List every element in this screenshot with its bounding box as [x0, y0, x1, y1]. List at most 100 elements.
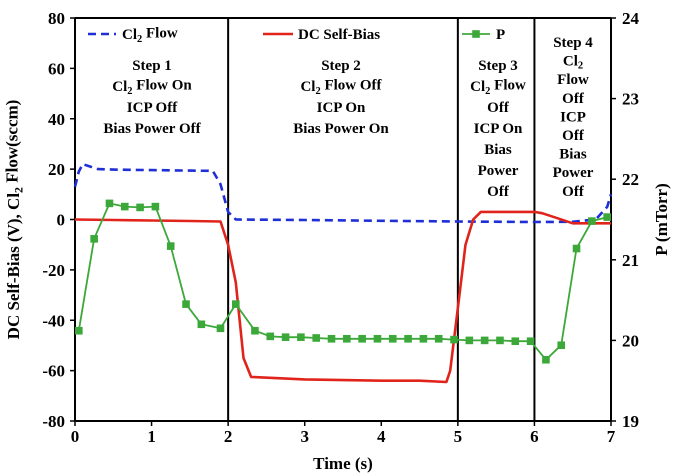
data-point-marker [557, 341, 566, 350]
data-point-marker [480, 336, 489, 345]
data-point-marker [232, 300, 240, 308]
step-annotation-line: Flow [557, 72, 589, 88]
data-point-marker [297, 333, 305, 341]
step-annotation-line: Cl2​ [563, 54, 583, 72]
y-left-tick-label: 60 [48, 59, 65, 78]
x-tick-label: 2 [224, 427, 233, 446]
step-annotation-line: Off [562, 91, 585, 107]
step-annotation-line: Cl2​ Flow Off [300, 78, 382, 97]
y-left-tick-label: -20 [42, 261, 65, 280]
step-annotation-line: ICP On [474, 121, 523, 137]
data-point-marker [197, 320, 206, 329]
data-point-marker [511, 337, 520, 346]
step-annotation-line: Power [478, 163, 519, 179]
data-point-marker [358, 334, 366, 343]
data-point-marker [327, 334, 336, 343]
data-point-marker [105, 199, 114, 208]
step-divider-lines [227, 18, 536, 421]
data-point-marker [251, 326, 259, 335]
x-axis-ticks: 0 1 2 3 4 5 6 7 [71, 421, 616, 446]
data-point-marker [266, 332, 275, 341]
y-left-tick-label: -80 [42, 412, 65, 431]
step-annotation-line: Bias Power Off [103, 121, 201, 137]
series-line [73, 162, 613, 224]
x-tick-label: 5 [454, 427, 463, 446]
x-tick-label: 4 [377, 427, 386, 446]
series-line [74, 210, 611, 384]
step-annotation-line: Cl2​ Flow On [112, 78, 192, 97]
y-axis-left-title: DC Self-Bias (V), Cl2​ Flow(sccm) [3, 100, 26, 340]
step-annotation-line: ICP Off [127, 100, 178, 116]
data-point-marker [404, 334, 412, 343]
step-annotation-line: Step 2 [321, 58, 361, 74]
step-annotation-line: Step 4 [553, 35, 593, 51]
data-point-marker [136, 203, 144, 212]
y-right-tick-label: 24 [622, 9, 640, 28]
data-point-marker [465, 336, 474, 345]
y-left-tick-label: 40 [48, 110, 65, 129]
step-annotation-line: Off [562, 184, 585, 200]
y-right-tick-label: 19 [622, 412, 639, 431]
x-tick-label: 0 [71, 427, 80, 446]
data-point-marker [496, 336, 504, 345]
y-right-tick-label: 20 [622, 331, 639, 350]
data-point-marker [603, 213, 611, 221]
step-annotation-line: Bias Power On [293, 121, 389, 137]
y-axis-right-ticks: 19 20 21 22 23 24 [611, 9, 640, 431]
step-annotations: Step 1 Cl2​ Flow On ICP Off Bias Power Off S… [103, 35, 593, 200]
x-tick-label: 1 [147, 427, 156, 446]
x-tick-label: 6 [530, 427, 539, 446]
data-point-marker [526, 337, 535, 346]
data-point-marker [373, 334, 382, 343]
data-point-marker [434, 334, 443, 343]
step-annotation-line: Off [487, 100, 510, 116]
y-left-tick-label: -40 [42, 311, 65, 330]
step-annotation-line: Step 3 [478, 58, 518, 74]
y-left-tick-label: -60 [42, 362, 65, 381]
step-annotation-line: Bias [484, 142, 512, 158]
data-point-marker [281, 333, 290, 341]
legend-label: DC Self-Bias [298, 27, 380, 43]
legend-label: Cl2​ Flow [122, 26, 178, 45]
data-point-marker [542, 355, 550, 364]
step-annotation-line: ICP [560, 109, 586, 125]
step-annotation-line: Bias [559, 147, 587, 163]
x-tick-label: 7 [607, 427, 616, 446]
y-axis-right-title: P (mTorr) [652, 183, 671, 256]
data-point-marker [419, 334, 428, 343]
step-annotation-line: Off [562, 128, 585, 144]
y-axis-left-ticks: -80 -60 -40 -20 0 20 40 60 80 [42, 9, 75, 431]
step-annotation-line: Cl2​ Flow [470, 78, 526, 97]
series-line [77, 202, 608, 361]
data-point-marker [90, 235, 98, 243]
step-annotation-line: Step 1 [132, 58, 172, 74]
step-annotation-line: ICP On [317, 100, 366, 116]
step-annotation-line: Off [487, 184, 510, 200]
step-annotation-line: Power [553, 165, 594, 181]
y-right-tick-label: 22 [622, 170, 639, 189]
data-point-marker [388, 334, 397, 343]
data-point-marker [343, 334, 351, 343]
data-point-marker [312, 334, 320, 342]
y-right-tick-label: 21 [622, 251, 639, 270]
data-point-marker [166, 242, 175, 250]
data-point-marker [120, 202, 129, 211]
data-point-marker [216, 324, 225, 333]
data-point-marker [588, 217, 596, 225]
data-point-marker [75, 326, 83, 335]
x-tick-label: 3 [300, 427, 309, 446]
series-layer [73, 162, 613, 384]
y-right-tick-label: 23 [622, 90, 639, 109]
legend-swatch-marker [472, 30, 480, 38]
data-point-marker [450, 335, 458, 344]
legend-label: P [496, 27, 505, 43]
y-left-tick-label: 0 [57, 211, 66, 230]
data-point-marker [182, 300, 190, 308]
data-point-marker [572, 244, 581, 253]
y-left-tick-label: 80 [48, 9, 65, 28]
data-point-marker [151, 202, 160, 211]
y-left-tick-label: 20 [48, 160, 65, 179]
x-axis-title: Time (s) [313, 454, 373, 473]
legend: Cl2​ Flow DC Self-Bias P [88, 26, 505, 45]
